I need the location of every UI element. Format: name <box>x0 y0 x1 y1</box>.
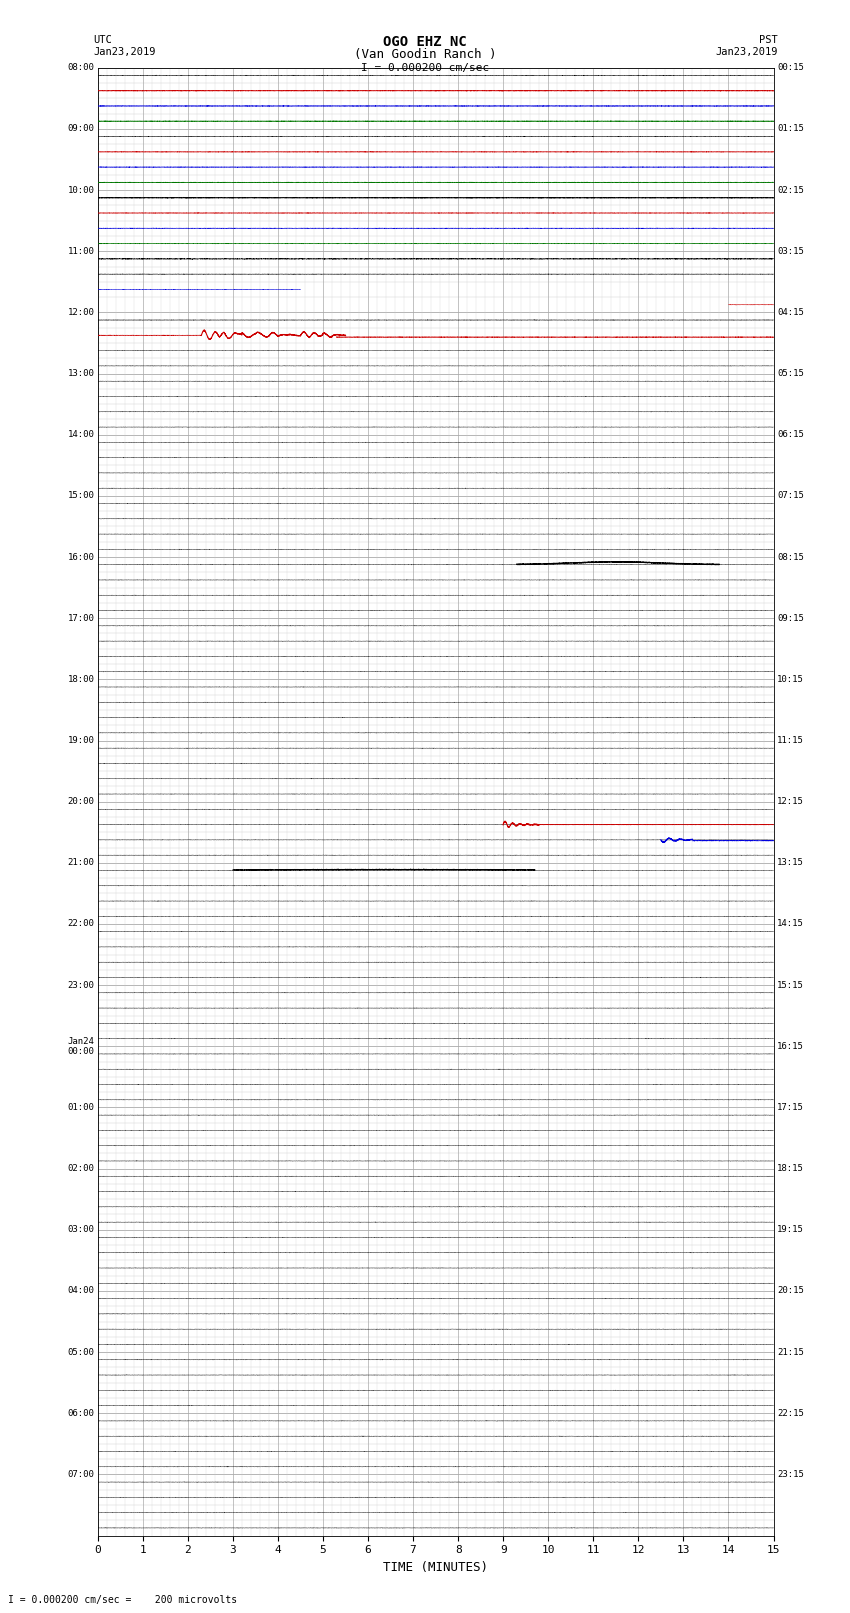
Text: 03:00: 03:00 <box>67 1226 94 1234</box>
Text: 00:15: 00:15 <box>777 63 804 73</box>
Text: 20:00: 20:00 <box>67 797 94 806</box>
Text: 23:00: 23:00 <box>67 981 94 990</box>
Text: 15:15: 15:15 <box>777 981 804 990</box>
Text: 22:15: 22:15 <box>777 1408 804 1418</box>
Text: I = 0.000200 cm/sec =    200 microvolts: I = 0.000200 cm/sec = 200 microvolts <box>8 1595 238 1605</box>
Text: PST
Jan23,2019: PST Jan23,2019 <box>715 35 778 56</box>
Text: (Van Goodin Ranch ): (Van Goodin Ranch ) <box>354 48 496 61</box>
Text: 02:15: 02:15 <box>777 185 804 195</box>
Text: 08:15: 08:15 <box>777 553 804 561</box>
Text: 01:15: 01:15 <box>777 124 804 134</box>
Text: 04:15: 04:15 <box>777 308 804 316</box>
Text: 07:15: 07:15 <box>777 492 804 500</box>
Text: 12:15: 12:15 <box>777 797 804 806</box>
Text: I = 0.000200 cm/sec: I = 0.000200 cm/sec <box>361 63 489 73</box>
Text: 07:00: 07:00 <box>67 1469 94 1479</box>
Text: 14:00: 14:00 <box>67 431 94 439</box>
Text: 20:15: 20:15 <box>777 1287 804 1295</box>
Text: 16:15: 16:15 <box>777 1042 804 1050</box>
Text: 12:00: 12:00 <box>67 308 94 316</box>
Text: 04:00: 04:00 <box>67 1287 94 1295</box>
Text: 11:15: 11:15 <box>777 736 804 745</box>
Text: 10:15: 10:15 <box>777 674 804 684</box>
X-axis label: TIME (MINUTES): TIME (MINUTES) <box>383 1561 488 1574</box>
Text: 21:15: 21:15 <box>777 1347 804 1357</box>
Text: 16:00: 16:00 <box>67 553 94 561</box>
Text: 21:00: 21:00 <box>67 858 94 868</box>
Text: 17:15: 17:15 <box>777 1103 804 1111</box>
Text: 09:15: 09:15 <box>777 613 804 623</box>
Text: 18:15: 18:15 <box>777 1165 804 1173</box>
Text: 15:00: 15:00 <box>67 492 94 500</box>
Text: 17:00: 17:00 <box>67 613 94 623</box>
Text: 05:15: 05:15 <box>777 369 804 377</box>
Text: 22:00: 22:00 <box>67 919 94 929</box>
Text: 23:15: 23:15 <box>777 1469 804 1479</box>
Text: 19:00: 19:00 <box>67 736 94 745</box>
Text: 01:00: 01:00 <box>67 1103 94 1111</box>
Text: 05:00: 05:00 <box>67 1347 94 1357</box>
Text: 11:00: 11:00 <box>67 247 94 256</box>
Text: 10:00: 10:00 <box>67 185 94 195</box>
Text: 06:00: 06:00 <box>67 1408 94 1418</box>
Text: 19:15: 19:15 <box>777 1226 804 1234</box>
Text: OGO EHZ NC: OGO EHZ NC <box>383 35 467 50</box>
Text: Jan24
00:00: Jan24 00:00 <box>67 1037 94 1057</box>
Text: 18:00: 18:00 <box>67 674 94 684</box>
Text: 08:00: 08:00 <box>67 63 94 73</box>
Text: 06:15: 06:15 <box>777 431 804 439</box>
Text: 13:00: 13:00 <box>67 369 94 377</box>
Text: 13:15: 13:15 <box>777 858 804 868</box>
Text: UTC
Jan23,2019: UTC Jan23,2019 <box>94 35 156 56</box>
Text: 14:15: 14:15 <box>777 919 804 929</box>
Text: 02:00: 02:00 <box>67 1165 94 1173</box>
Text: 03:15: 03:15 <box>777 247 804 256</box>
Text: 09:00: 09:00 <box>67 124 94 134</box>
